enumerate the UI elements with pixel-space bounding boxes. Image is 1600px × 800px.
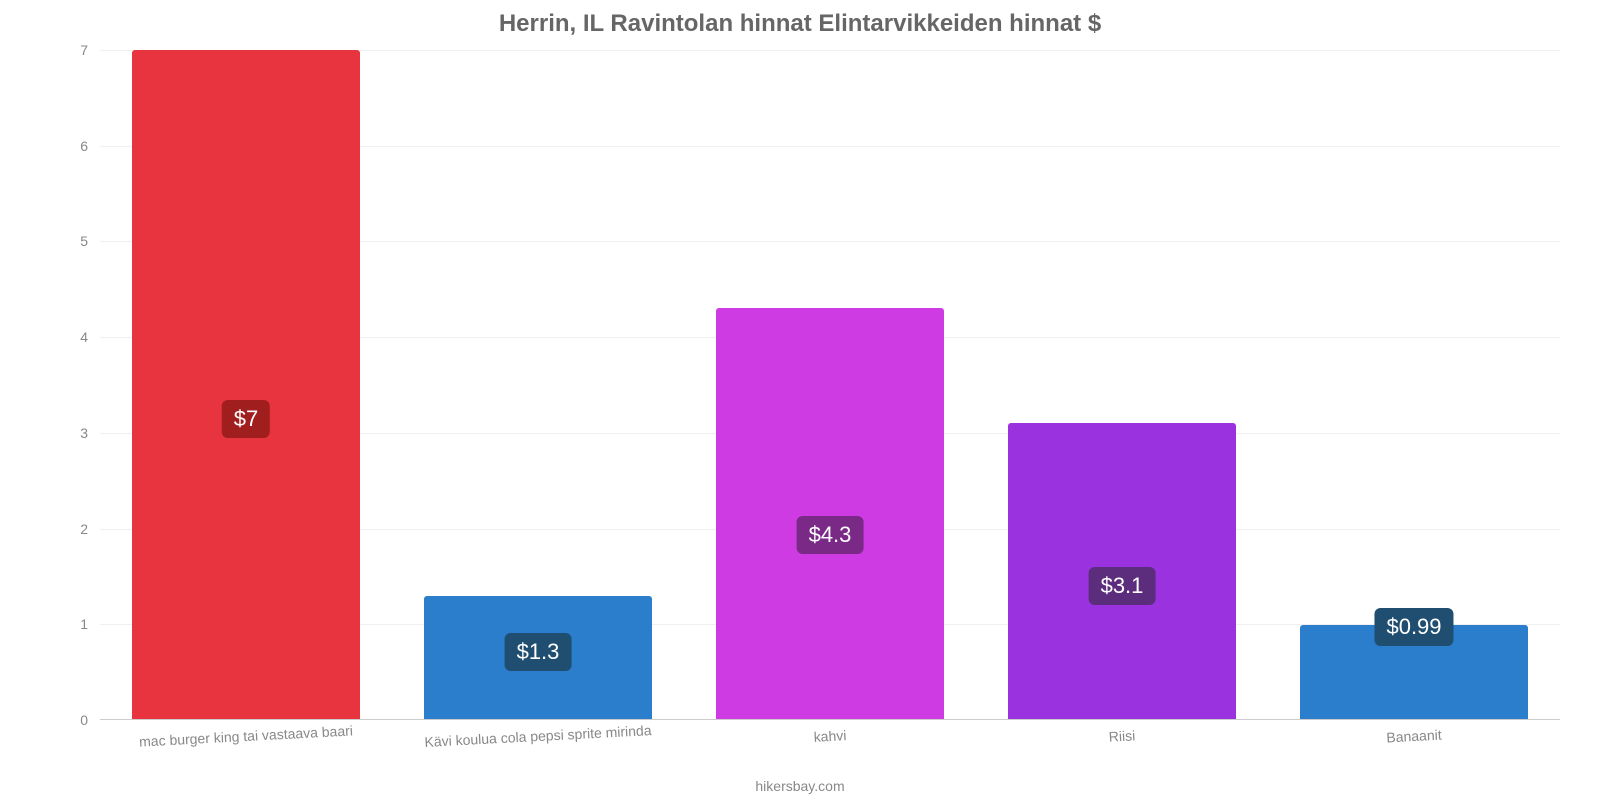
price-bar-chart: Herrin, IL Ravintolan hinnat Elintarvikk… (0, 0, 1600, 800)
bar (132, 50, 360, 720)
y-tick-label: 0 (80, 712, 88, 728)
y-axis: 01234567 (0, 50, 100, 720)
y-tick-label: 4 (80, 329, 88, 345)
x-tick-label: Riisi (1108, 727, 1135, 744)
x-tick-label: kahvi (813, 727, 846, 745)
bar-value-label: $4.3 (797, 516, 864, 554)
bars-group: $7 $1.3 $4.3 $3.1 $0.99 (100, 50, 1560, 720)
plot-area: $7 $1.3 $4.3 $3.1 $0.99 (100, 50, 1560, 720)
bar-value-label: $3.1 (1089, 567, 1156, 605)
credit-text: hikersbay.com (0, 778, 1600, 794)
bar-value-label: $0.99 (1374, 608, 1453, 646)
bar-value-label: $1.3 (505, 633, 572, 671)
x-axis-labels: mac burger king tai vastaava baari Kävi k… (100, 720, 1560, 780)
y-tick-label: 3 (80, 425, 88, 441)
y-tick-label: 6 (80, 138, 88, 154)
y-tick-label: 1 (80, 616, 88, 632)
y-tick-label: 5 (80, 233, 88, 249)
y-tick-label: 7 (80, 42, 88, 58)
y-tick-label: 2 (80, 521, 88, 537)
x-tick-label: mac burger king tai vastaava baari (139, 722, 354, 749)
bar (716, 308, 944, 720)
bar-value-label: $7 (222, 400, 270, 438)
chart-title: Herrin, IL Ravintolan hinnat Elintarvikk… (0, 10, 1600, 38)
x-tick-label: Kävi koulua cola pepsi sprite mirinda (424, 722, 652, 750)
x-tick-label: Banaanit (1386, 727, 1442, 746)
